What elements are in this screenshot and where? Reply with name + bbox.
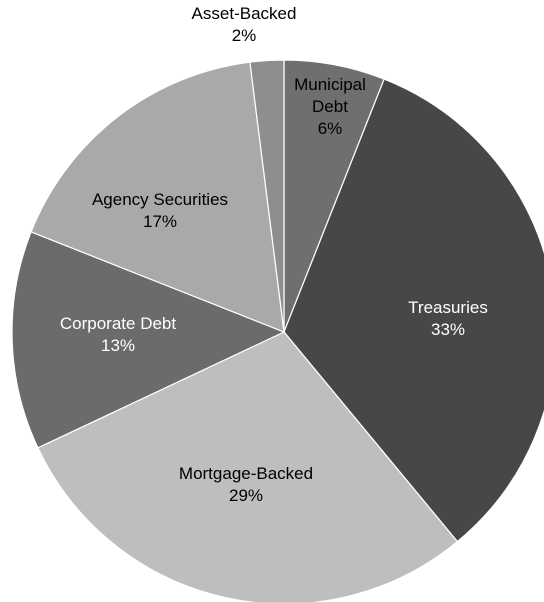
pie-slice-agency-securities bbox=[30, 61, 285, 333]
slice-name-label: Mortgage-Backed bbox=[179, 464, 313, 483]
slice-name-label: Corporate Debt bbox=[60, 314, 177, 333]
slice-name-label: Debt bbox=[312, 97, 348, 116]
slice-name-label: Treasuries bbox=[408, 298, 488, 317]
slice-label-mortgage-backed: Mortgage-Backed 29% bbox=[179, 464, 313, 505]
slice-percent-label: 6% bbox=[318, 119, 343, 138]
slice-percent-label: 29% bbox=[229, 486, 263, 505]
slices-layer bbox=[11, 59, 544, 602]
labels-layer: Municipal Debt 6% Treasuries 33% Mortgage-Bac… bbox=[60, 4, 488, 505]
slice-percent-label: 2% bbox=[232, 26, 257, 45]
slice-percent-label: 17% bbox=[143, 212, 177, 231]
slice-name-label: Asset-Backed bbox=[192, 4, 297, 23]
slice-name-label: Agency Securities bbox=[92, 190, 228, 209]
pie-slice-mortgage-backed bbox=[37, 331, 459, 602]
slice-label-asset-backed: Asset-Backed 2% bbox=[192, 4, 297, 45]
pie-slice-asset-backed bbox=[249, 59, 285, 333]
slice-percent-label: 33% bbox=[431, 320, 465, 339]
slice-label-agency-securities: Agency Securities 17% bbox=[92, 190, 228, 231]
pie-slice-corporate-debt bbox=[11, 231, 286, 449]
slice-label-municipal-debt: Municipal Debt 6% bbox=[294, 75, 366, 138]
slice-percent-label: 13% bbox=[101, 336, 135, 355]
slice-label-treasuries: Treasuries 33% bbox=[408, 298, 488, 339]
slice-label-corporate-debt: Corporate Debt 13% bbox=[60, 314, 177, 355]
slice-name-label: Municipal bbox=[294, 75, 366, 94]
pie-slice-treasuries bbox=[283, 78, 544, 543]
